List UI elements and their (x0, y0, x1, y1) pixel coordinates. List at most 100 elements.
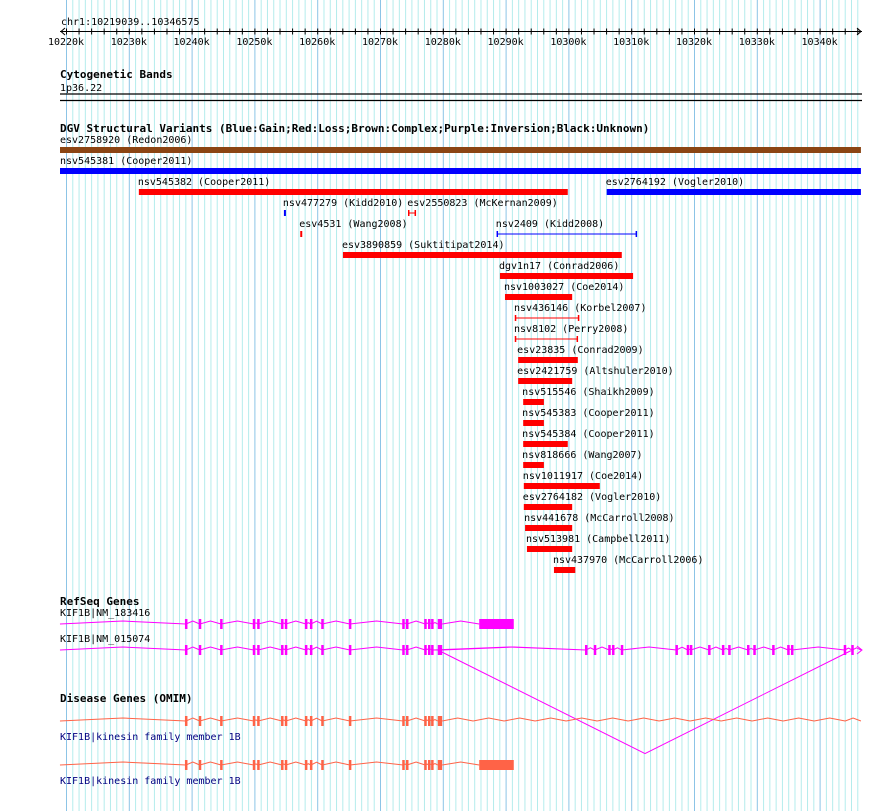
variant-feature[interactable]: nsv436146 (Korbel2007) (514, 303, 646, 321)
variant-bar[interactable] (342, 252, 622, 258)
variant-label[interactable]: nsv515546 (Shaikh2009) (522, 387, 654, 398)
variant-bar[interactable] (523, 504, 573, 510)
variant-feature[interactable]: esv4531 (Wang2008) (299, 219, 408, 237)
variant-feature[interactable]: esv3890859 (Suktitipat2014) (342, 240, 622, 258)
exon-block (437, 760, 443, 770)
variant-feature[interactable]: nsv477279 (Kidd2010) (283, 198, 403, 216)
variant-bar[interactable] (525, 525, 573, 531)
exon-block (437, 645, 443, 655)
variant-feature[interactable]: nsv1003027 (Coe2014) (504, 282, 624, 300)
variant-feature[interactable]: nsv437970 (McCarroll2006) (553, 555, 704, 573)
variant-bar[interactable] (523, 420, 544, 426)
exon (257, 619, 260, 629)
variant-bar[interactable] (499, 273, 634, 279)
variant-bar[interactable] (60, 168, 861, 174)
variant-bar[interactable] (300, 231, 303, 237)
variant-bar[interactable] (60, 147, 861, 153)
variant-bar[interactable] (518, 357, 578, 363)
variant-feature[interactable]: nsv2409 (Kidd2008) (496, 219, 638, 237)
variant-feature[interactable]: dgv1n17 (Conrad2006) (499, 261, 634, 279)
variant-label[interactable]: esv2758920 (Redon2006) (60, 135, 192, 146)
gene-model[interactable]: KIF1B|kinesin family member 1B (59, 760, 514, 787)
variant-label[interactable]: dgv1n17 (Conrad2006) (499, 261, 619, 272)
exon-block (437, 716, 443, 726)
variant-label[interactable]: nsv545382 (Cooper2011) (138, 177, 270, 188)
variant-label[interactable]: nsv437970 (McCarroll2006) (553, 555, 704, 566)
gene-label[interactable]: KIF1B|NM_183416 (60, 608, 150, 619)
variant-feature[interactable]: esv2764192 (Vogler2010) (606, 177, 861, 195)
variant-bar[interactable] (523, 441, 568, 447)
variant-label[interactable]: nsv545384 (Cooper2011) (522, 429, 654, 440)
exon (424, 619, 427, 629)
exon (198, 760, 202, 770)
ruler-tick-label: 10320k (676, 37, 712, 48)
variant-bar[interactable] (606, 189, 861, 195)
variant-label[interactable]: nsv441678 (McCarroll2008) (524, 513, 675, 524)
variant-label[interactable]: nsv8102 (Perry2008) (514, 324, 628, 335)
variant-label[interactable]: nsv513981 (Campbell2011) (526, 534, 671, 545)
variant-label[interactable]: nsv1003027 (Coe2014) (504, 282, 624, 293)
variant-label[interactable]: esv4531 (Wang2008) (299, 219, 407, 230)
variant-feature[interactable]: esv23835 (Conrad2009) (517, 345, 644, 363)
variant-label[interactable]: esv3890859 (Suktitipat2014) (342, 240, 505, 251)
variant-label[interactable]: nsv477279 (Kidd2010) (283, 198, 403, 209)
variant-label[interactable]: nsv1011917 (Coe2014) (523, 471, 643, 482)
variant-feature[interactable]: nsv818666 (Wang2007) (522, 450, 643, 468)
exon (728, 645, 731, 655)
gene-label[interactable]: KIF1B|kinesin family member 1B (60, 776, 241, 787)
variant-bar[interactable] (523, 399, 544, 405)
variant-feature[interactable]: nsv545384 (Cooper2011) (522, 429, 655, 447)
variant-label[interactable]: nsv545381 (Cooper2011) (60, 156, 192, 167)
variant-bar[interactable] (523, 483, 600, 489)
exon (406, 760, 409, 770)
gene-label[interactable]: KIF1B|NM_015074 (60, 634, 150, 645)
exon (427, 619, 431, 629)
variant-label[interactable]: esv23835 (Conrad2009) (517, 345, 643, 356)
variant-feature[interactable]: esv2764182 (Vogler2010) (523, 492, 661, 510)
gene-model[interactable]: KIF1B|NM_015074 (59, 634, 863, 755)
variant-bar[interactable] (518, 378, 573, 384)
exon (790, 645, 794, 655)
variant-feature[interactable]: nsv513981 (Campbell2011) (526, 534, 671, 552)
variant-label[interactable]: esv2550823 (McKernan2009) (407, 198, 558, 209)
variant-feature[interactable]: nsv441678 (McCarroll2008) (524, 513, 675, 531)
variant-feature[interactable]: esv2550823 (McKernan2009) (407, 198, 558, 216)
gene-model[interactable]: KIF1B|NM_183416 (59, 608, 514, 629)
variant-feature[interactable]: nsv515546 (Shaikh2009) (522, 387, 655, 405)
variant-bar[interactable] (553, 567, 576, 573)
ruler-tick-label: 10310k (613, 37, 649, 48)
cytoband-label[interactable]: 1p36.22 (60, 83, 102, 94)
exon (281, 619, 284, 629)
variant-feature[interactable]: nsv8102 (Perry2008) (514, 324, 628, 342)
variant-feature[interactable]: nsv545381 (Cooper2011) (60, 156, 861, 174)
gene-label[interactable]: KIF1B|kinesin family member 1B (60, 732, 241, 743)
variant-label[interactable]: nsv818666 (Wang2007) (522, 450, 642, 461)
exon (284, 716, 288, 726)
variant-bar[interactable] (504, 294, 573, 300)
exon (424, 645, 427, 655)
variant-feature[interactable]: esv2758920 (Redon2006) (60, 135, 861, 153)
exon (321, 716, 324, 726)
variant-bar[interactable] (526, 546, 573, 552)
variant-feature[interactable]: nsv545383 (Cooper2011) (522, 408, 655, 426)
exon (747, 645, 750, 655)
variant-label[interactable]: nsv545383 (Cooper2011) (522, 408, 654, 419)
variant-bar[interactable] (523, 462, 544, 468)
exon (184, 619, 188, 629)
exon (220, 716, 223, 726)
variant-label[interactable]: esv2764192 (Vogler2010) (606, 177, 744, 188)
variant-bar[interactable] (138, 189, 568, 195)
variant-label[interactable]: esv2764182 (Vogler2010) (523, 492, 661, 503)
exon (304, 716, 308, 726)
variant-label[interactable]: nsv2409 (Kidd2008) (496, 219, 604, 230)
exon (281, 760, 284, 770)
exon (184, 760, 188, 770)
gene-model[interactable]: KIF1B|kinesin family member 1B (59, 716, 862, 743)
variant-label[interactable]: esv2421759 (Altshuler2010) (517, 366, 674, 377)
variant-label[interactable]: nsv436146 (Korbel2007) (514, 303, 646, 314)
variant-feature[interactable]: esv2421759 (Altshuler2010) (517, 366, 674, 384)
variant-bar[interactable] (283, 210, 286, 216)
ruler[interactable]: 10220k 10230k 10240k 10250k 10260k 10270k 1028… (48, 27, 862, 48)
variant-feature[interactable]: nsv1011917 (Coe2014) (523, 471, 643, 489)
variant-feature[interactable]: nsv545382 (Cooper2011) (138, 177, 568, 195)
